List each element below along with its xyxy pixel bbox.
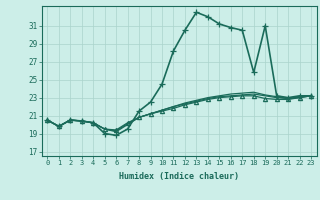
X-axis label: Humidex (Indice chaleur): Humidex (Indice chaleur) (119, 172, 239, 181)
